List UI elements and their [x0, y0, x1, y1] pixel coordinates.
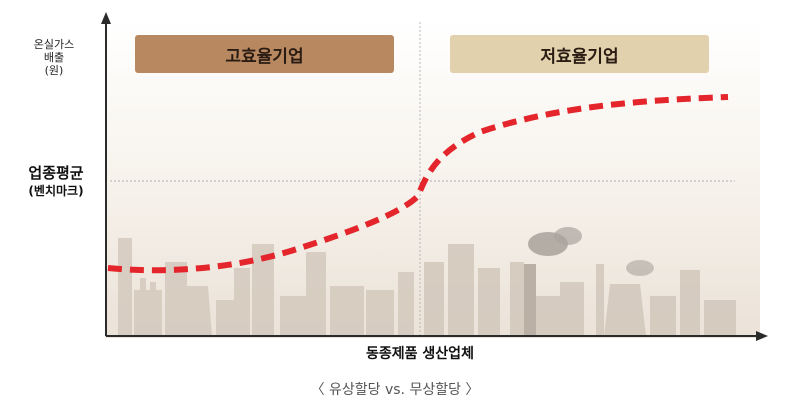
- smoke-stack: [524, 227, 654, 336]
- x-axis-label: 동종제품 생산업체: [366, 346, 474, 362]
- factory-skyline-left: [118, 238, 414, 336]
- benchmark-label-line-2: (벤치마크): [28, 184, 84, 198]
- y-axis-label-line-2: 배출: [43, 51, 65, 64]
- y-axis-label-line-1: 온실가스: [33, 38, 75, 51]
- high-efficiency-label: 고효율기업: [135, 35, 394, 73]
- x-axis-arrow: [756, 331, 768, 341]
- low-efficiency-label: 저효율기업: [450, 35, 709, 73]
- y-axis-arrow: [101, 12, 111, 24]
- benchmark-label-line-1: 업종평균: [28, 164, 84, 182]
- benchmark-label: 업종평균 (벤치마크): [4, 163, 108, 200]
- caption: 〈 유상할당 vs. 무상할당 〉: [310, 382, 480, 398]
- y-axis-label: 온실가스 배출 (원): [14, 38, 94, 77]
- y-axis-label-line-3: (원): [44, 64, 64, 77]
